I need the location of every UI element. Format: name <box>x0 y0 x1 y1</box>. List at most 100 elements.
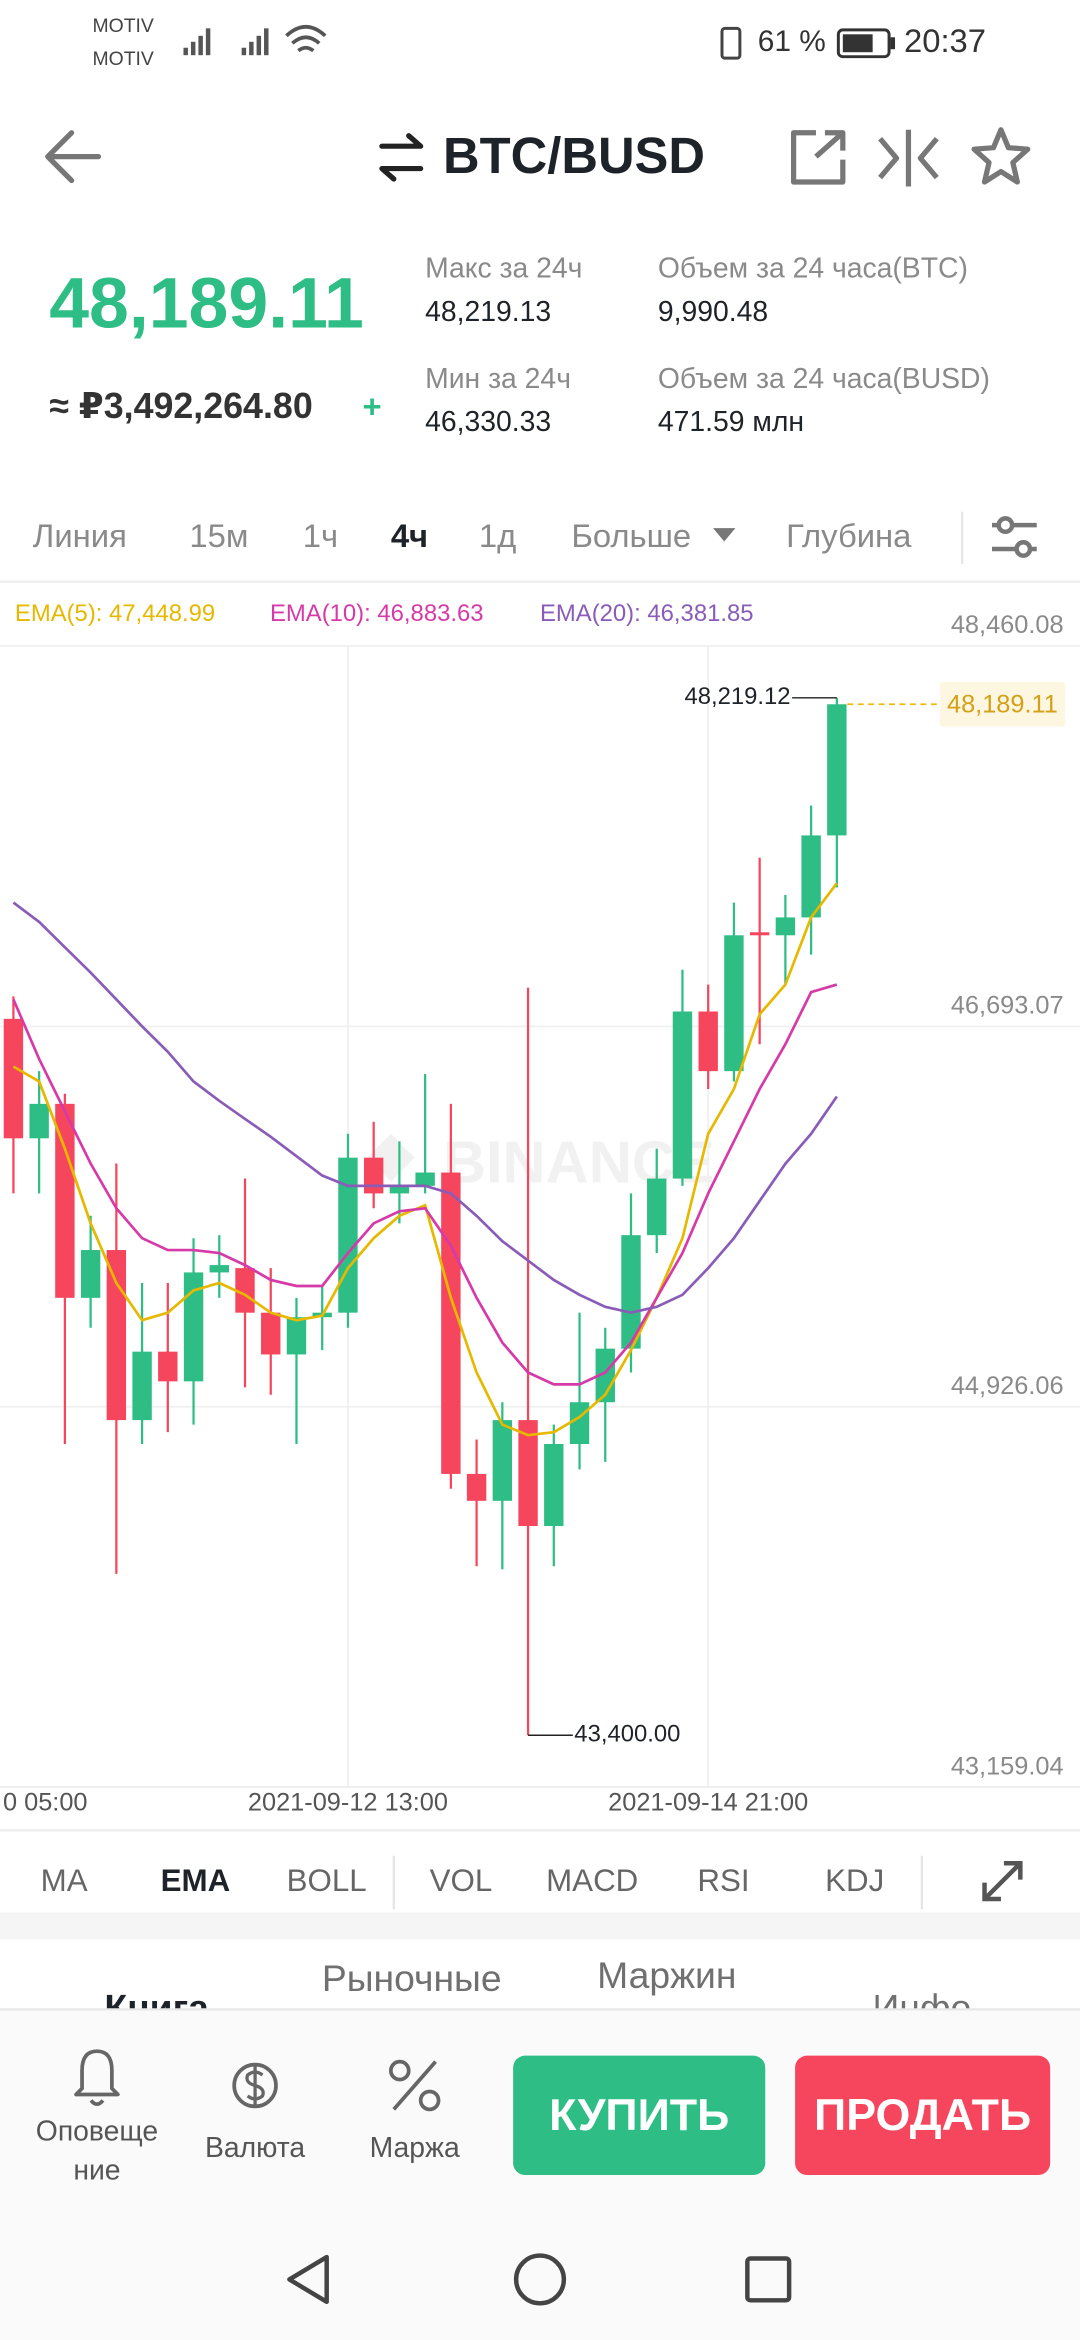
candle-body <box>492 1420 513 1501</box>
nav-back[interactable] <box>287 2254 329 2305</box>
candle-body <box>672 1011 693 1179</box>
battery-level: 61 % <box>758 25 826 58</box>
candle-body <box>544 1443 564 1527</box>
stat-value: 471.59 млн <box>658 406 804 438</box>
interval-tab[interactable]: 4ч <box>391 517 428 554</box>
y-tick-label: 46,693.07 <box>951 992 1064 1020</box>
section-tab[interactable]: Маржин <box>597 1954 736 1996</box>
indicator-tab[interactable]: KDJ <box>825 1863 884 1898</box>
interval-tab[interactable]: 15м <box>189 517 248 554</box>
share-icon[interactable] <box>790 130 846 185</box>
swap-icon[interactable] <box>379 133 424 182</box>
indicator-tab[interactable]: MACD <box>546 1863 638 1898</box>
wifi-icon <box>285 24 327 53</box>
section-tab[interactable]: Рыночные <box>322 1957 502 1999</box>
chart-settings[interactable] <box>991 516 1037 558</box>
indicator-tab[interactable]: RSI <box>697 1863 749 1898</box>
pair-title[interactable]: BTC/BUSD <box>443 127 705 184</box>
y-tick-label: 48,460.08 <box>951 611 1064 639</box>
candle-body <box>338 1157 358 1313</box>
candle-body <box>80 1250 101 1298</box>
legend-entry: EMA(10): 46,883.63 <box>270 600 484 627</box>
carrier: MOTIV <box>92 15 153 37</box>
stat-label: Объем за 24 часа(BTC) <box>658 252 968 284</box>
last-price: 48,189.11 <box>49 264 364 344</box>
candle-body <box>55 1103 75 1298</box>
interval-tab[interactable]: Глубина <box>786 517 912 554</box>
status-bar: MOTIV MOTIV 61 % 20:37 <box>92 15 986 70</box>
candle-body <box>775 917 796 936</box>
candle-body <box>209 1265 229 1273</box>
last-price-tag <box>939 681 1066 727</box>
candle-body <box>749 932 770 936</box>
stat-label: Макс за 24ч <box>425 252 582 284</box>
stat-value: 48,219.13 <box>425 296 551 328</box>
ema-line <box>12 882 838 1437</box>
fullscreen-icon[interactable] <box>982 1860 1023 1902</box>
nav-label[interactable]: Оповеще <box>36 2116 158 2148</box>
high-label: 48,219.12 <box>684 683 790 710</box>
nav-home[interactable] <box>513 2253 567 2306</box>
interval-tab[interactable]: Линия <box>33 517 127 554</box>
candle-body <box>647 1178 667 1236</box>
stat-label: Объем за 24 часа(BUSD) <box>658 363 990 395</box>
candle-body <box>569 1402 590 1444</box>
alert-icon[interactable] <box>74 2049 120 2106</box>
clock: 20:37 <box>904 22 986 59</box>
compare-icon[interactable] <box>878 129 939 187</box>
stat-value: 46,330.33 <box>425 406 551 438</box>
candle-body <box>3 1018 24 1139</box>
candle-body <box>132 1351 152 1421</box>
battery-icon <box>836 28 891 59</box>
y-tick-label: 43,159.04 <box>951 1752 1064 1780</box>
x-tick-label: 2021-09-14 21:00 <box>608 1788 808 1816</box>
buy-label[interactable]: КУПИТЬ <box>549 2090 729 2140</box>
candlestick-chart: 48,460.08 46,693.07 44,926.06 43,159.04 2021… <box>0 600 1080 1816</box>
signal-icon <box>183 28 269 56</box>
nav-label[interactable]: Валюта <box>205 2132 305 2164</box>
bottom-nav: Оповеще ние Валюта Маржа <box>36 2116 460 2187</box>
change-sign: + <box>362 387 381 424</box>
candle-body <box>183 1272 204 1382</box>
legend-entry: EMA(5): 47,448.99 <box>15 600 215 627</box>
candle-body <box>29 1103 49 1139</box>
nav-recents[interactable] <box>745 2256 792 2303</box>
watermark: BINANCE <box>443 1128 715 1195</box>
interval-tab[interactable]: Больше <box>571 517 691 554</box>
buy-button[interactable] <box>513 2055 766 2176</box>
candle-body <box>801 835 821 918</box>
fiat-price: ≈ ₽3,492,264.80 <box>49 386 313 426</box>
last-price-label: 48,189.11 <box>947 690 1058 718</box>
sell-button[interactable] <box>795 2055 1051 2176</box>
candle-body <box>415 1172 435 1186</box>
candle-body <box>827 704 847 836</box>
indicator-tab[interactable]: MA <box>41 1863 88 1898</box>
currency-icon[interactable] <box>232 2062 278 2109</box>
more-caret <box>713 528 736 542</box>
candle-body <box>363 1157 384 1194</box>
nav-label[interactable]: ние <box>73 2155 120 2187</box>
candle-body <box>235 1268 255 1313</box>
sell-label[interactable]: ПРОДАТЬ <box>814 2090 1031 2140</box>
candle-body <box>621 1235 641 1349</box>
y-tick-label: 44,926.06 <box>951 1372 1064 1400</box>
favorite-icon[interactable] <box>971 127 1031 185</box>
candle-body <box>106 1250 127 1421</box>
indicator-tab[interactable]: EMA <box>161 1863 231 1898</box>
candle-body <box>518 1420 538 1527</box>
margin-icon[interactable] <box>388 2059 441 2112</box>
candle-body <box>261 1312 281 1355</box>
vibrate-icon <box>720 26 742 60</box>
nav-label[interactable]: Маржа <box>370 2132 460 2164</box>
x-tick-label: 0 05:00 <box>3 1788 88 1816</box>
stat-value: 9,990.48 <box>658 296 768 328</box>
interval-tab[interactable]: 1ч <box>303 517 338 554</box>
indicator-tab[interactable]: BOLL <box>287 1863 367 1898</box>
indicator-tab[interactable]: VOL <box>430 1863 493 1898</box>
interval-tab[interactable]: 1д <box>479 517 516 554</box>
carrier: MOTIV <box>92 48 153 70</box>
candle-body <box>724 935 744 1072</box>
back-button[interactable] <box>45 130 102 184</box>
candle-body <box>389 1185 410 1194</box>
